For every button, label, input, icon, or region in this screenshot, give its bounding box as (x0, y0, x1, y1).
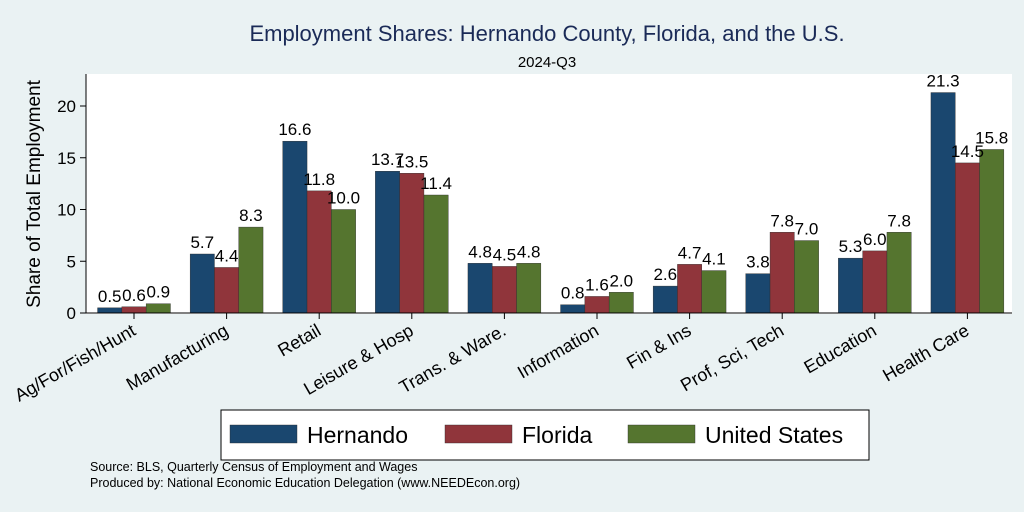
data-label: 0.8 (561, 284, 585, 303)
data-label: 4.8 (517, 242, 541, 261)
data-label: 2.6 (653, 265, 677, 284)
data-label: 13.7 (371, 150, 404, 169)
data-label: 4.5 (493, 245, 517, 264)
data-label: 5.3 (839, 237, 863, 256)
legend-label: Hernando (307, 422, 408, 448)
bar-hernando (97, 307, 123, 314)
bar-hernando (838, 257, 863, 314)
data-label: 4.8 (468, 242, 492, 261)
bar-united-states (238, 226, 264, 314)
data-label: 0.6 (122, 286, 146, 305)
bar-florida (955, 162, 980, 314)
y-tick-label: 0 (67, 304, 76, 323)
bar-united-states (794, 240, 819, 314)
bar-hernando (560, 304, 586, 314)
data-label: 4.4 (215, 246, 239, 265)
data-label: 3.8 (746, 253, 770, 272)
data-label: 14.5 (951, 142, 984, 161)
bar-florida (492, 266, 517, 314)
bar-united-states (886, 232, 912, 314)
y-tick-label: 5 (67, 252, 76, 271)
data-labels-group: 0.5 0.6 0.9 5.74.4 8.3 16.6 11.810.0 13.713.5 11… (98, 72, 1008, 306)
bar-united-states (979, 149, 1005, 314)
data-label: 0.9 (146, 283, 170, 302)
data-label: 16.6 (278, 120, 311, 139)
bar-florida (584, 296, 610, 314)
y-axis: 0 5 10 15 20 (57, 74, 87, 323)
data-label: 0.5 (98, 287, 122, 306)
bar-united-states (145, 303, 171, 314)
y-tick-label: 10 (57, 201, 76, 220)
bar-hernando (930, 92, 956, 314)
data-label: 6.0 (863, 230, 887, 249)
data-label: 4.1 (702, 250, 726, 269)
data-label: 11.8 (303, 170, 335, 189)
chart-title: Employment Shares: Hernando County, Flor… (249, 21, 844, 46)
bar-united-states (423, 194, 449, 314)
bar-florida (862, 250, 888, 314)
bar-hernando (375, 171, 400, 314)
chart-subtitle: 2024-Q3 (518, 54, 576, 71)
legend-label: United States (705, 422, 843, 448)
source-note: Source: BLS, Quarterly Census of Employm… (90, 460, 417, 474)
bar-florida (769, 232, 795, 314)
data-label: 15.8 (975, 128, 1008, 147)
data-label: 10.0 (327, 189, 360, 208)
bar-hernando (282, 140, 308, 314)
bar-hernando (652, 285, 678, 314)
bar-florida (399, 173, 425, 314)
bar-hernando (467, 263, 493, 314)
legend-items: Hernando Florida United States (229, 422, 843, 448)
data-label: 5.7 (190, 233, 214, 252)
y-tick-label: 15 (57, 149, 76, 168)
producer-note: Produced by: National Economic Education… (90, 476, 520, 490)
data-label: 11.4 (420, 174, 452, 193)
bar-hernando (745, 273, 771, 314)
data-label: 7.8 (887, 211, 911, 230)
data-label: 1.6 (585, 275, 609, 294)
bar-united-states (701, 270, 727, 314)
bars-group (97, 92, 1005, 314)
bar-united-states (608, 292, 634, 314)
data-label: 8.3 (239, 206, 263, 225)
y-axis-label: Share of Total Employment (24, 79, 45, 307)
data-label: 7.0 (795, 220, 819, 239)
data-label: 2.0 (609, 271, 633, 290)
bar-florida (214, 267, 239, 314)
legend-label: Florida (522, 422, 593, 448)
data-label: 7.8 (770, 211, 794, 230)
data-label: 21.3 (927, 72, 960, 91)
legend-swatch (627, 424, 696, 444)
bar-florida (306, 190, 332, 314)
bar-florida (121, 306, 147, 314)
legend-swatch (229, 424, 298, 444)
data-label: 13.5 (395, 152, 428, 171)
bar-florida (677, 264, 702, 314)
legend: Hernando Florida United States (220, 409, 870, 461)
legend-swatch (444, 424, 513, 444)
y-tick-label: 20 (57, 97, 76, 116)
bar-hernando (189, 253, 215, 314)
data-label: 4.7 (678, 243, 702, 262)
bar-united-states (331, 209, 356, 314)
legend-box (220, 409, 870, 461)
bar-united-states (516, 263, 542, 314)
